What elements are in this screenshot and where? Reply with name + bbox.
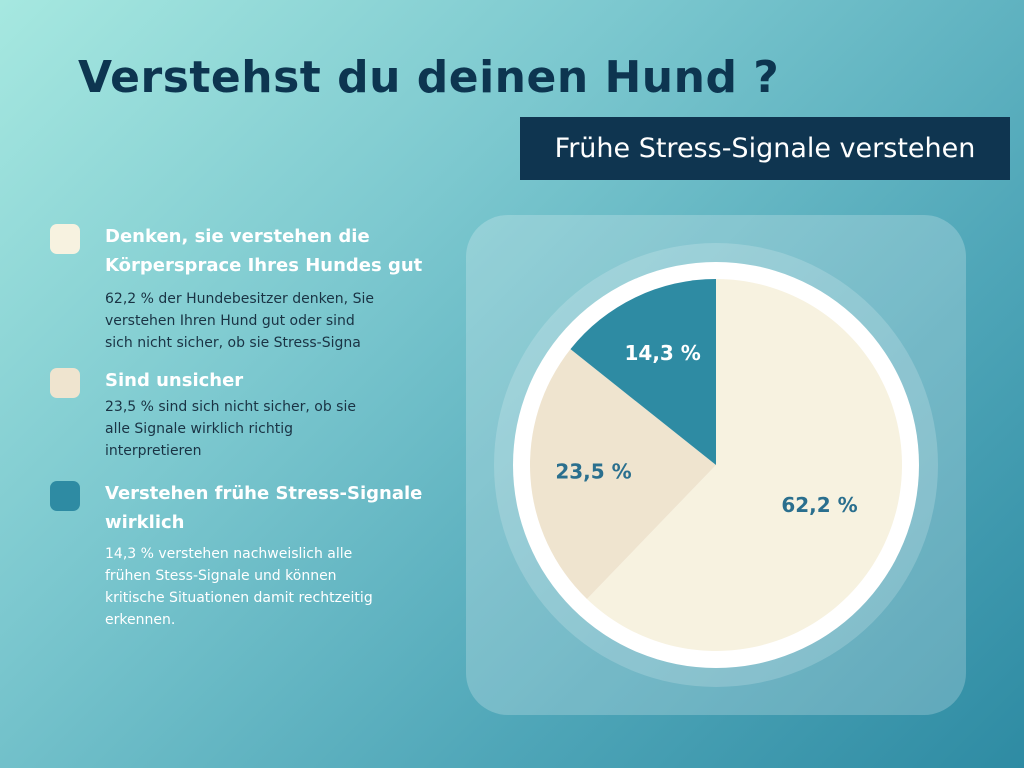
legend-swatch-cream	[50, 224, 80, 254]
legend-title: Sind unsicher	[105, 370, 244, 391]
pie-data-label: 23,5 %	[555, 460, 631, 484]
legend-item-unsure: Sind unsicher 23,5 % sind sich nicht sic…	[50, 366, 390, 466]
legend-item-understand-really: Verstehen frühe Stress-Signale wirklich …	[50, 479, 422, 639]
pie-slice-unsure	[530, 349, 716, 599]
legend-item-understand: Denken, sie verstehen die Körpersprace I…	[50, 222, 422, 352]
pie-slice-understand-really	[570, 279, 716, 465]
legend-swatch-teal	[50, 481, 80, 511]
pie-data-label: 62,2 %	[781, 493, 857, 517]
subtitle-banner: Frühe Stress-Signale verstehen	[520, 117, 1010, 180]
pie-slice-understand	[586, 279, 903, 651]
legend-title: Denken, sie verstehen die Körpersprace I…	[105, 226, 423, 276]
page-title: Verstehst du deinen Hund ?	[78, 52, 780, 103]
legend-description: 23,5 % sind sich nicht sicher, ob sie al…	[105, 399, 356, 459]
legend-description: 14,3 % verstehen nachweislich alle frühe…	[105, 546, 373, 628]
legend-description: 62,2 % der Hundebesitzer denken, Sie ver…	[105, 291, 374, 351]
pie-data-label: 14,3 %	[625, 341, 701, 365]
legend-swatch-beige	[50, 368, 80, 398]
pie-chart: 62,2 % 23,5 % 14,3 %	[494, 243, 938, 687]
legend-title: Verstehen frühe Stress-Signale wirklich	[105, 483, 423, 533]
